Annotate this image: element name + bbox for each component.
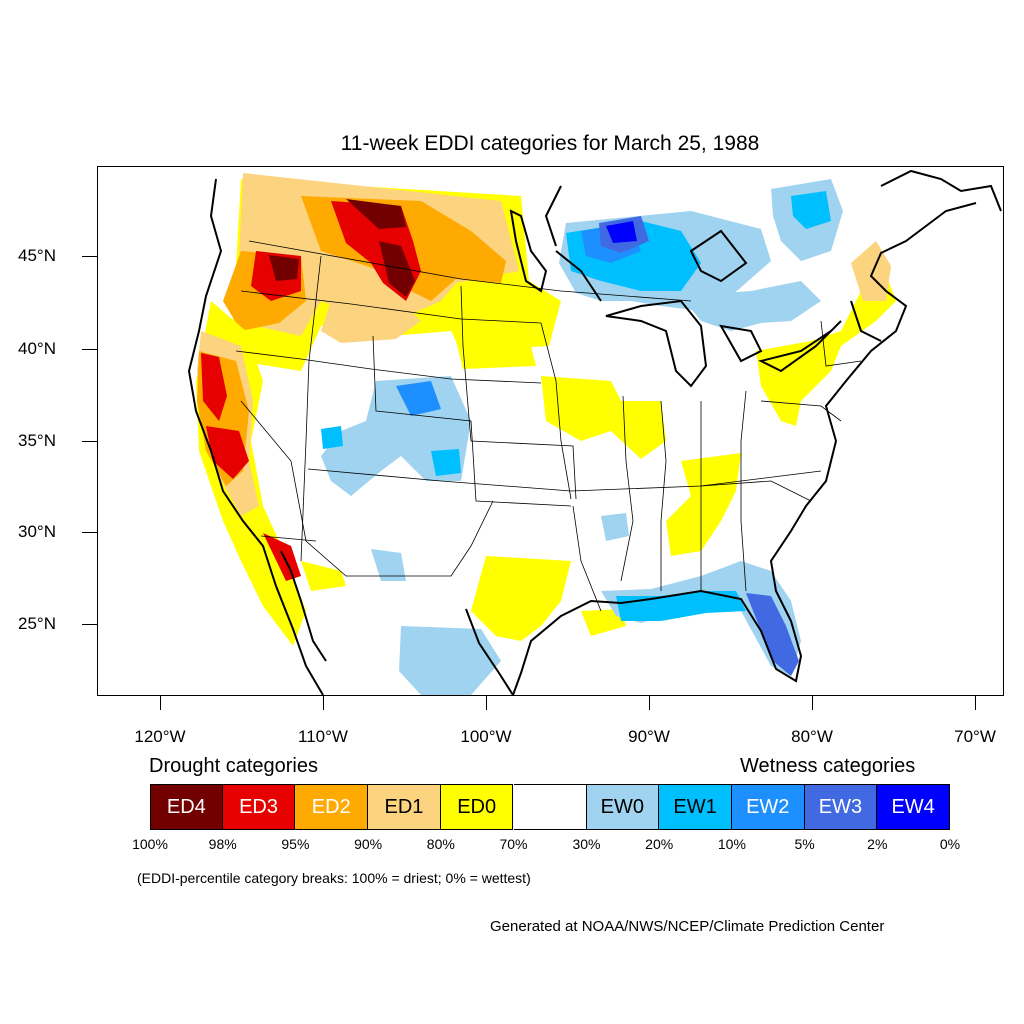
legend-cell-neutral: [513, 784, 587, 830]
legend-cell-ed2: ED2: [295, 784, 369, 830]
ew0-colorado-area: [321, 376, 471, 496]
lon-tick-110: [323, 696, 324, 710]
lon-label-80: 80°W: [791, 727, 833, 746]
ed1-wyoming-area: [321, 301, 421, 343]
map-frame: [97, 166, 1004, 696]
ed3-california-area: [201, 353, 227, 421]
ew0-gulf-coast-area: [601, 561, 801, 676]
ed0-louisiana-area: [581, 609, 626, 636]
ew0-ontario-area: [681, 281, 821, 331]
ew0-arizona-area: [371, 549, 406, 581]
lon-label-110: 110°W: [298, 727, 348, 746]
wetness-categories-heading: Wetness categories: [740, 755, 916, 777]
category-legend: ED4 ED3 ED2 ED1 ED0 EW0 EW1 EW2 EW3 EW4: [150, 784, 950, 830]
break-label: 70%: [499, 836, 528, 852]
ed4-idaho-area: [379, 241, 415, 297]
lon-label-120: 120°W: [134, 727, 186, 746]
lat-label-40: 40°N: [18, 339, 56, 358]
lon-tick-80: [812, 696, 813, 710]
legend-cell-ed1: ED1: [368, 784, 441, 830]
lon-label-100: 100°W: [460, 727, 512, 746]
ed0-tennessee-valley-area: [666, 453, 741, 556]
lon-label-90: 90°W: [628, 727, 670, 746]
lat-tick-35: [82, 441, 97, 442]
break-label: 95%: [281, 836, 310, 852]
lat-label-25: 25°N: [18, 614, 56, 633]
credit-line: Generated at NOAA/NWS/NCEP/Climate Predi…: [490, 918, 885, 935]
break-label: 0%: [939, 836, 961, 852]
breaks-note: (EDDI-percentile category breaks: 100% =…: [137, 870, 531, 886]
lon-tick-120: [160, 696, 161, 710]
drought-field: [196, 173, 896, 646]
legend-cell-ew3: EW3: [804, 784, 878, 830]
legend-cell-ed4: ED4: [150, 784, 223, 830]
lat-tick-25: [82, 624, 97, 625]
break-label: 90%: [354, 836, 383, 852]
legend-cell-ed0: ED0: [440, 784, 514, 830]
break-label: 30%: [572, 836, 601, 852]
lat-tick-30: [82, 532, 97, 533]
legend-cell-ew1: EW1: [659, 784, 732, 830]
break-label: 80%: [426, 836, 455, 852]
ed0-texas-area: [471, 556, 571, 641]
coastlines: [187, 169, 1002, 695]
ed0-northeast-area: [756, 261, 896, 426]
drought-categories-heading: Drought categories: [149, 755, 318, 777]
lat-tick-40: [82, 349, 97, 350]
lon-tick-100: [486, 696, 487, 710]
legend-cell-ew2: EW2: [731, 784, 805, 830]
break-label: 10%: [717, 836, 746, 852]
legend-cell-ew4: EW4: [877, 784, 950, 830]
ew2-colorado-area: [396, 381, 441, 416]
lon-label-70: 70°W: [954, 727, 996, 746]
break-label: 100%: [132, 836, 168, 852]
lon-tick-90: [649, 696, 650, 710]
ed4-montana-area: [346, 199, 406, 229]
ew0-mexico-area: [399, 626, 501, 695]
lat-label-35: 35°N: [18, 431, 56, 450]
wetness-field: [321, 179, 843, 695]
state-boundaries: [235, 240, 862, 612]
ew1-new-mexico-area: [431, 449, 461, 476]
ed0-south-dakota-area: [456, 341, 536, 369]
legend-cell-ed3: ED3: [222, 784, 296, 830]
ew4-minnesota-area: [606, 221, 637, 243]
ew3-florida-area: [746, 593, 799, 676]
map-title: 11-week EDDI categories for March 25, 19…: [340, 132, 760, 155]
lat-label-45: 45°N: [18, 246, 56, 265]
lon-tick-70: [975, 696, 976, 710]
legend-cell-ew0: EW0: [586, 784, 660, 830]
ew1-quebec-area: [791, 191, 831, 229]
eddi-map: [187, 169, 1002, 695]
break-label: 2%: [867, 836, 888, 852]
ed3-central-california-area: [206, 426, 249, 479]
ed3-socal-area: [263, 533, 301, 581]
lat-tick-45: [82, 256, 97, 257]
ed0-arizona-strip-area: [301, 561, 346, 591]
break-label: 5%: [794, 836, 815, 852]
break-label: 20%: [645, 836, 674, 852]
lat-label-30: 30°N: [18, 522, 56, 541]
break-label: 98%: [208, 836, 237, 852]
ew1-utah-area: [321, 426, 343, 449]
ed4-oregon-area: [269, 255, 299, 281]
ew0-lower-mississippi-area: [601, 513, 629, 541]
ed0-iowa-area: [541, 376, 666, 459]
